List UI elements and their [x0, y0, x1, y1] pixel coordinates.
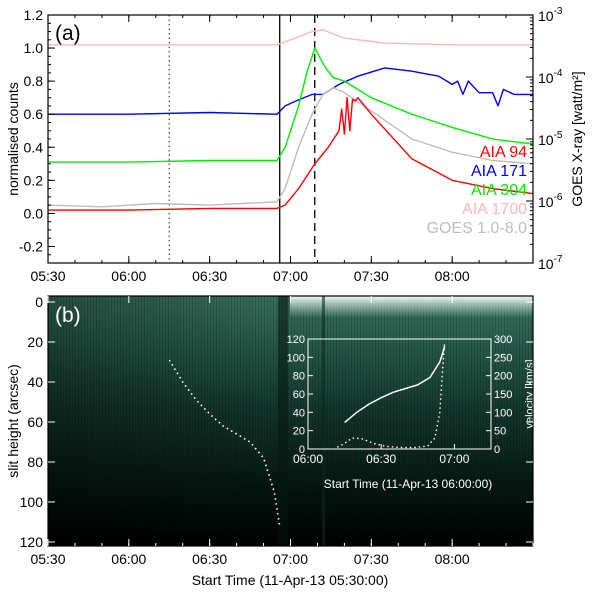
tracked-feature-path: [168, 359, 281, 527]
legend-entry: AIA 304: [471, 182, 527, 199]
y-tick-label: 40: [27, 374, 43, 390]
y-tick-label: 1.2: [24, 7, 44, 23]
legend-entry: AIA 94: [480, 144, 527, 161]
y2-tick-label: 10-4: [538, 68, 563, 86]
panel-a: 05:30 06:00 06:30 07:00 07:30 08:00 -0.2 0.0 0.2…: [5, 6, 585, 284]
panel-b: 06:00 06:30 07:00 0 20 40 60 80 100 120 0 50 100 150 2…: [5, 294, 536, 588]
series-aia-304: [48, 47, 533, 163]
legend: AIA 94 AIA 171 AIA 304 AIA 1700 GOES 1.0-8.0: [427, 144, 528, 237]
x-tick-label: 07:00: [273, 268, 308, 284]
series-aia-171: [48, 67, 533, 115]
inset-y2-tick-label: 100: [494, 407, 512, 419]
series-aia-94: [48, 97, 533, 211]
y2-tick-label: 10-3: [538, 6, 563, 24]
inset-y-tick-label: 80: [293, 371, 305, 383]
legend-entry: GOES 1.0-8.0: [427, 220, 528, 237]
y-tick-label: 0.0: [24, 205, 44, 221]
event-time-markers: [168, 15, 316, 263]
y-tick-label: 1.0: [24, 40, 44, 56]
inset-y-tick-label: 40: [293, 407, 305, 419]
inset-y2-tick-label: 300: [494, 334, 512, 346]
time-distance-image: [48, 296, 533, 546]
y-tick-label: 100: [20, 494, 44, 510]
inset-height-curve: [344, 346, 446, 423]
y-tick-label: 0.4: [24, 139, 44, 155]
y-tick-label: 60: [27, 414, 43, 430]
inset-y-tick-label: 60: [293, 389, 305, 401]
inset-y-tick-label: 20: [293, 426, 305, 438]
panel-a-y2label: GOES X-ray [watt/m²]: [569, 71, 585, 206]
y-tick-label: 0: [35, 294, 43, 310]
inset-y2-tick-label: 150: [494, 389, 512, 401]
inset-x-tick-label: 06:30: [366, 452, 396, 466]
y-tick-label: 0.2: [24, 172, 44, 188]
inset-y2-tick-label: 250: [494, 352, 512, 364]
velocity-inset: 06:00 06:30 07:00 0 20 40 60 80 100 120 0 50 100 150 2…: [287, 334, 536, 491]
x-tick-label: 08:00: [435, 268, 470, 284]
legend-entry: AIA 1700: [462, 201, 527, 218]
series-aia-1700: [48, 29, 533, 46]
y-tick-label: 80: [27, 454, 43, 470]
inset-x-tick-label: 06:00: [293, 452, 323, 466]
y-tick-label: 0.8: [24, 73, 44, 89]
panel-a-ticks: 05:30 06:00 06:30 07:00 07:30 08:00 -0.2 0.0 0.2…: [19, 6, 563, 284]
inset-xlabel: Start Time (11-Apr-13 06:00:00): [324, 477, 493, 491]
inset-y2-tick-label: 50: [494, 426, 506, 438]
inset-x-tick-label: 07:00: [439, 452, 469, 466]
panel-b-tag: (b): [55, 304, 81, 327]
inset-y2label: velocity [km/s]: [524, 359, 536, 428]
x-tick-label: 05:30: [30, 268, 65, 284]
legend-entry: AIA 171: [471, 163, 527, 180]
x-tick-label: 06:00: [111, 268, 146, 284]
inset-y2-tick-label: 200: [494, 371, 512, 383]
x-tick-label: 07:00: [273, 551, 308, 567]
y2-tick-label: 10-7: [538, 254, 563, 272]
inset-y-tick-label: 0: [299, 444, 305, 456]
light-curves: [48, 29, 533, 211]
inset-y-tick-label: 120: [287, 334, 305, 346]
inset-ticks: 06:00 06:30 07:00 0 20 40 60 80 100 120 0 50 100 150 2…: [287, 334, 513, 466]
tracked-feature: [168, 359, 281, 527]
y-tick-label: 0.6: [24, 106, 44, 122]
x-tick-label: 06:30: [192, 551, 227, 567]
y-tick-label: 20: [27, 334, 43, 350]
inset-y-tick-label: 100: [287, 352, 305, 364]
x-tick-label: 07:30: [354, 551, 389, 567]
series-goes-1-0-8-0: [48, 87, 533, 208]
inset-velocity-curve: [336, 342, 446, 449]
x-tick-label: 08:00: [435, 551, 470, 567]
panel-a-tag: (a): [55, 22, 81, 45]
y-tick-label: 120: [20, 534, 44, 550]
panel-b-xlabel: Start Time (11-Apr-13 05:30:00): [192, 572, 389, 588]
y-tick-label: -0.2: [19, 238, 43, 254]
inset-y2-tick-label: 0: [494, 444, 500, 456]
x-tick-label: 05:30: [30, 551, 65, 567]
y2-tick-label: 10-6: [538, 192, 563, 210]
x-tick-label: 06:30: [192, 268, 227, 284]
x-tick-label: 06:00: [111, 551, 146, 567]
panel-b-ylabel: slit height (arcsec): [5, 364, 21, 478]
panel-a-ylabel: normalised counts: [5, 82, 21, 196]
x-tick-label: 07:30: [354, 268, 389, 284]
y2-tick-label: 10-5: [538, 130, 563, 148]
inset-series: [336, 342, 446, 449]
panel-b-ticks: 05:30 06:00 06:30 07:00 07:30 08:00 0 20 40 60 80 1…: [20, 294, 534, 567]
